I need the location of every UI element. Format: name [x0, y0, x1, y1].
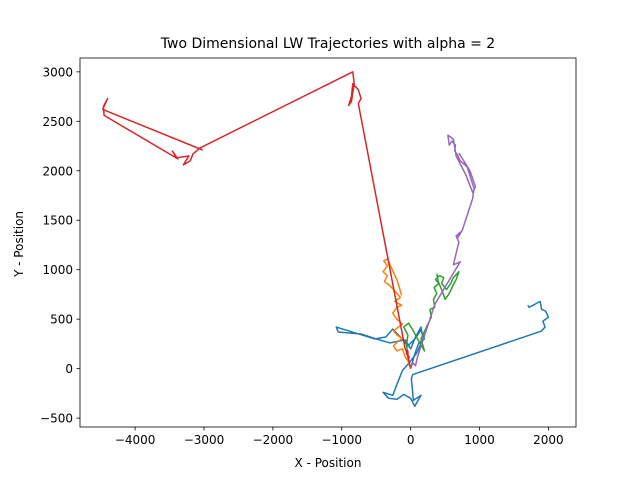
y-tick-label: 500 [50, 313, 73, 327]
trajectory-line-3 [403, 270, 460, 369]
y-tick-label: 1000 [42, 263, 73, 277]
y-tick-label: 0 [65, 362, 73, 376]
y-tick-label: 2500 [42, 115, 73, 129]
x-tick-label: −3000 [184, 433, 225, 447]
trajectory-line-1 [335, 300, 550, 407]
x-tick-label: −2000 [253, 433, 294, 447]
y-tick-label: 3000 [42, 65, 73, 79]
axes-frame [79, 57, 577, 428]
y-tick-label: 1500 [42, 214, 73, 228]
x-tick-label: 0 [407, 433, 415, 447]
y-tick-label: 2000 [42, 164, 73, 178]
y-tick-label: −500 [40, 412, 73, 426]
chart-title: Two Dimensional LW Trajectories with alp… [160, 36, 495, 52]
x-tick-label: 1000 [464, 433, 495, 447]
x-axis: −4000 −3000 −2000 −1000 0 1000 2000 [115, 427, 564, 447]
plot-area [101, 71, 550, 407]
y-axis: −500 0 500 1000 1500 2000 2500 3000 [40, 65, 80, 426]
trajectory-line-4 [101, 71, 412, 369]
x-axis-label: X - Position [295, 456, 362, 470]
x-tick-label: −1000 [321, 433, 362, 447]
y-axis-label: Y - Position [12, 211, 26, 278]
trajectory-line-5 [409, 134, 477, 369]
x-tick-label: 2000 [533, 433, 564, 447]
x-tick-label: −4000 [115, 433, 156, 447]
